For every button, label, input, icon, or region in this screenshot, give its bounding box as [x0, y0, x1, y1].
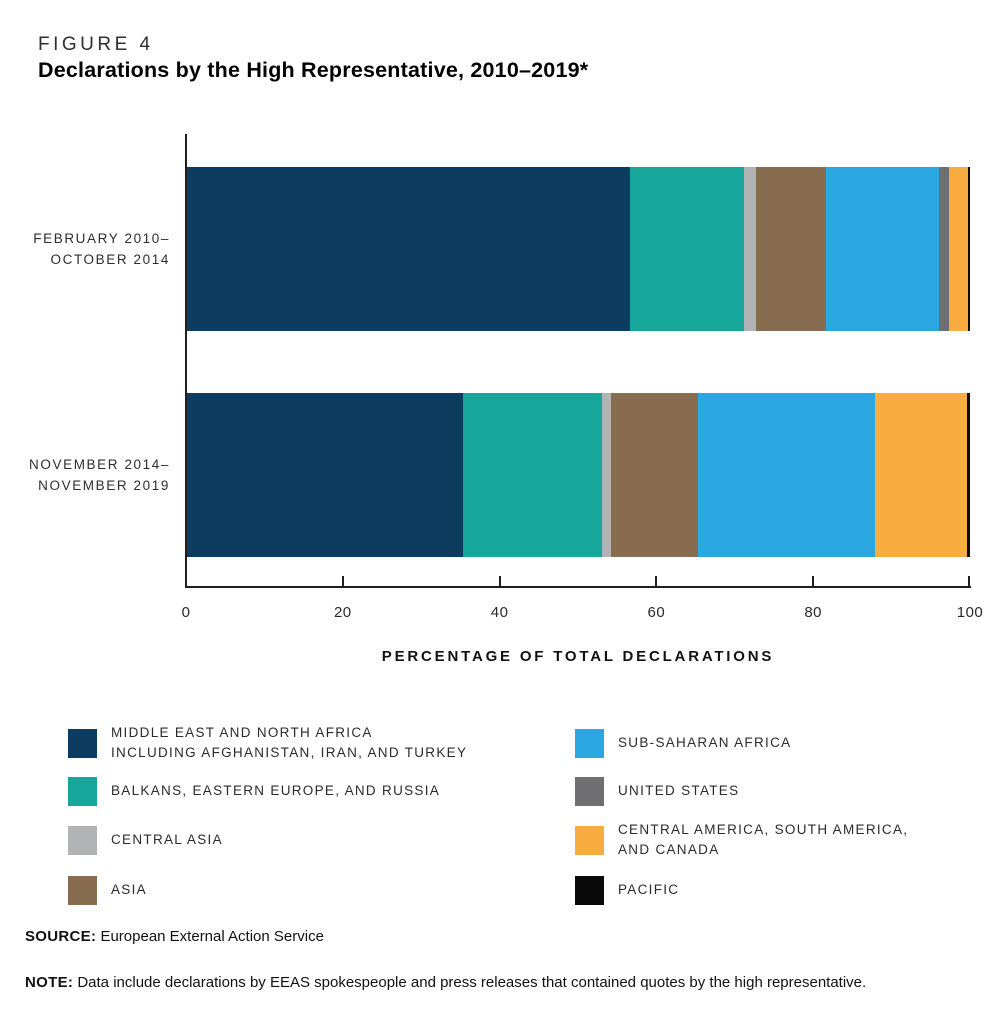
legend-label: ASIA — [111, 882, 147, 897]
legend-item: MIDDLE EAST AND NORTH AFRICA INCLUDING AF… — [68, 723, 575, 763]
note-text: Data include declarations by EEAS spokes… — [77, 974, 867, 991]
figure-title: Declarations by the High Representative,… — [38, 58, 589, 82]
bar-segment — [463, 393, 602, 557]
legend-swatch — [68, 728, 97, 758]
legend-item: ASIA — [68, 875, 575, 905]
legend-swatch — [68, 875, 97, 905]
legend-item: SUB-SAHARAN AFRICA — [575, 728, 908, 758]
tick-mark — [812, 576, 815, 586]
bar-segment — [187, 167, 631, 331]
bar-label-nov2014-nov2019: NOVEMBER 2014– NOVEMBER 2019 — [0, 454, 170, 496]
legend-swatch — [575, 776, 604, 806]
tick-label: 100 — [956, 604, 984, 621]
note-label: NOTE: — [25, 974, 74, 991]
bar-label-line: OCTOBER 2014 — [50, 252, 170, 267]
x-axis-line — [185, 586, 971, 588]
legend-swatch — [68, 825, 97, 855]
legend-label: CENTRAL AMERICA, SOUTH AMERICA, AND CANAD… — [618, 822, 909, 857]
legend-label: BALKANS, EASTERN EUROPE, AND RUSSIA — [111, 783, 441, 798]
bar-feb2010-oct2014 — [187, 167, 970, 331]
bar-segment — [825, 167, 939, 331]
tick-mark — [655, 576, 658, 586]
legend-swatch — [68, 776, 97, 806]
figure-number: FIGURE 4 — [38, 34, 154, 55]
bar-segment — [756, 167, 826, 331]
bar-segment — [744, 167, 757, 331]
legend-item: UNITED STATES — [575, 776, 908, 806]
x-axis-title: PERCENTAGE OF TOTAL DECLARATIONS — [381, 648, 775, 665]
bar-segment — [630, 167, 745, 331]
legend-label: UNITED STATES — [618, 783, 740, 798]
legend-swatch — [575, 875, 604, 905]
bar-label-line: FEBRUARY 2010– — [33, 231, 170, 246]
tick-label: 40 — [490, 604, 509, 621]
legend-item: PACIFIC — [575, 875, 908, 905]
bar-label-line: NOVEMBER 2014– — [29, 457, 170, 472]
legend-item: CENTRAL AMERICA, SOUTH AMERICA, AND CANAD… — [575, 820, 908, 860]
bar-segment — [698, 393, 876, 557]
tick-label: 60 — [647, 604, 666, 621]
legend-swatch — [575, 825, 604, 855]
bar-segment — [611, 393, 699, 557]
bar-segment — [187, 393, 464, 557]
bar-segment — [875, 393, 967, 557]
source-text: European External Action Service — [100, 928, 324, 945]
note-line: NOTE: Data include declarations by EEAS … — [25, 974, 866, 991]
source-line: SOURCE: European External Action Service — [25, 928, 324, 945]
bar-segment — [601, 393, 612, 557]
bar-label-feb2010-oct2014: FEBRUARY 2010– OCTOBER 2014 — [0, 228, 170, 270]
tick-mark — [968, 576, 970, 586]
bar-segment — [938, 167, 949, 331]
bar-nov2014-nov2019 — [187, 393, 970, 557]
legend-label: CENTRAL ASIA — [111, 832, 223, 847]
bar-segment — [967, 167, 970, 331]
legend-swatch — [575, 728, 604, 758]
legend-label: SUB-SAHARAN AFRICA — [618, 735, 792, 750]
tick-label: 0 — [181, 604, 191, 621]
tick-label: 20 — [333, 604, 352, 621]
bar-segment — [966, 393, 970, 557]
bar-label-line: NOVEMBER 2019 — [38, 478, 170, 493]
x-axis-tick-labels: 0 20 40 60 80 100 — [182, 604, 983, 624]
tick-mark — [498, 576, 501, 586]
bar-segment — [948, 167, 968, 331]
legend-item: CENTRAL ASIA — [68, 825, 575, 855]
source-label: SOURCE: — [25, 928, 97, 945]
y-axis-line — [185, 134, 187, 588]
legend-item: BALKANS, EASTERN EUROPE, AND RUSSIA — [68, 776, 575, 806]
chart-legend: MIDDLE EAST AND NORTH AFRICA INCLUDING AF… — [68, 712, 908, 908]
legend-label: MIDDLE EAST AND NORTH AFRICA INCLUDING AF… — [111, 725, 468, 760]
legend-label: PACIFIC — [618, 882, 680, 897]
tick-mark — [341, 576, 344, 586]
x-axis-ticks — [186, 134, 970, 586]
tick-label: 80 — [804, 604, 823, 621]
